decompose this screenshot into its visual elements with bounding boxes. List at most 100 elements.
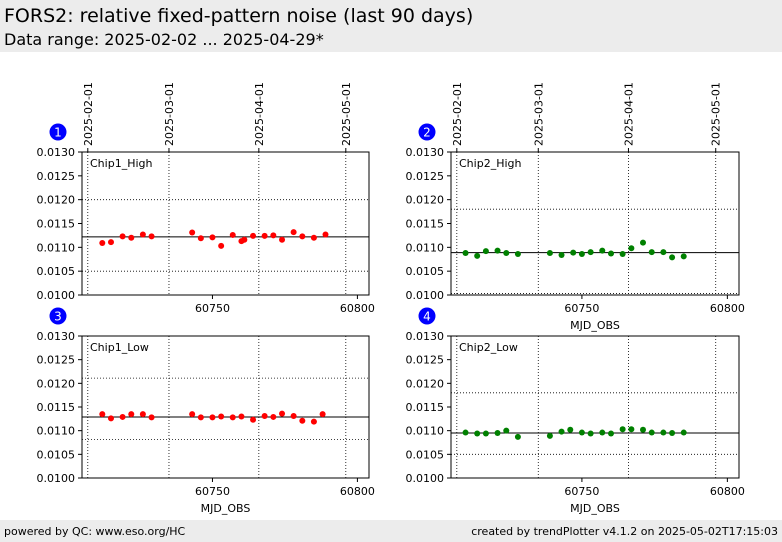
- data-point: [462, 429, 469, 436]
- date-tick-label: 2025-05-01: [340, 82, 353, 146]
- data-point: [482, 248, 489, 255]
- header-bar: FORS2: relative fixed-pattern noise (las…: [0, 0, 782, 52]
- chart-panel-4: 0.0100 0.0105 0.0110 0.0115 0.0120 0.0125 0.01…: [406, 307, 745, 515]
- data-point: [119, 413, 126, 420]
- data-point: [482, 430, 489, 437]
- data-point: [514, 433, 521, 440]
- y-tick-label: 0.0130: [37, 330, 76, 343]
- data-point: [197, 414, 204, 421]
- x-tick-label: 60800: [710, 485, 745, 498]
- data-point: [209, 414, 216, 421]
- data-point: [290, 412, 297, 419]
- panel-number-label: 2: [423, 126, 431, 140]
- data-point: [128, 411, 135, 418]
- data-point: [567, 426, 574, 433]
- y-tick-label: 0.0125: [406, 354, 445, 367]
- data-point: [279, 410, 286, 417]
- y-tick-label: 0.0125: [37, 354, 76, 367]
- panel-label: Chip1_High: [90, 157, 152, 170]
- x-tick-label: 60800: [340, 302, 375, 315]
- date-tick-label: 2025-05-01: [710, 82, 723, 146]
- data-point: [229, 231, 236, 238]
- data-point: [139, 411, 146, 418]
- data-point: [241, 236, 248, 243]
- panel-label: Chip1_Low: [90, 341, 149, 354]
- data-point: [218, 242, 225, 249]
- data-point: [578, 429, 585, 436]
- data-point: [546, 432, 553, 439]
- y-tick-label: 0.0100: [406, 472, 445, 485]
- x-tick-label: 60750: [195, 485, 230, 498]
- y-tick-label: 0.0130: [406, 330, 445, 343]
- data-point: [148, 233, 155, 240]
- panel-label: Chip2_Low: [459, 341, 518, 354]
- data-point: [474, 430, 481, 437]
- data-point: [128, 234, 135, 241]
- panel-number-label: 4: [423, 310, 431, 324]
- data-point: [608, 430, 614, 437]
- y-tick-label: 0.0115: [37, 401, 76, 414]
- panel-number-badge: [418, 307, 436, 325]
- data-point: [628, 426, 635, 433]
- y-tick-label: 0.0110: [406, 241, 445, 254]
- x-tick-label: 60750: [564, 485, 599, 498]
- page-subtitle: Data range: 2025-02-02 ... 2025-04-29*: [4, 30, 324, 49]
- data-point: [261, 232, 268, 239]
- data-point: [107, 415, 114, 422]
- data-point: [660, 429, 667, 436]
- plot-frame: [450, 151, 740, 296]
- data-point: [119, 233, 126, 240]
- x-tick-label: 60800: [710, 302, 745, 315]
- date-tick-label: 2025-03-01: [532, 82, 545, 146]
- x-axis-label: MJD_OBS: [570, 319, 620, 332]
- x-axis-label: MJD_OBS: [201, 502, 251, 515]
- y-tick-label: 0.0130: [406, 146, 445, 159]
- data-point: [218, 413, 225, 420]
- data-point: [474, 252, 481, 259]
- data-point: [99, 411, 106, 418]
- data-point: [628, 245, 635, 252]
- data-point: [619, 426, 626, 433]
- data-point: [322, 231, 329, 238]
- y-tick-label: 0.0130: [37, 146, 76, 159]
- data-point: [494, 430, 501, 437]
- footer-credit: powered by QC: www.eso.org/HC: [4, 525, 186, 538]
- y-tick-label: 0.0105: [37, 448, 76, 461]
- y-tick-label: 0.0100: [37, 289, 76, 302]
- data-point: [319, 411, 326, 418]
- date-tick-label: 2025-02-01: [451, 82, 464, 146]
- panel-number-label: 3: [54, 310, 62, 324]
- data-point: [619, 251, 626, 258]
- y-tick-label: 0.0105: [406, 448, 445, 461]
- y-tick-label: 0.0100: [37, 472, 76, 485]
- data-point: [250, 232, 257, 239]
- panel-number-badge: [49, 307, 67, 325]
- chart-panel-3: 0.0100 0.0105 0.0110 0.0115 0.0120 0.0125 0.01…: [37, 307, 375, 515]
- data-point: [669, 430, 676, 437]
- data-point: [599, 247, 606, 254]
- date-tick-label: 2025-04-01: [622, 82, 635, 146]
- data-point: [503, 250, 510, 257]
- data-point: [299, 417, 306, 424]
- y-tick-label: 0.0115: [406, 401, 445, 414]
- plot-frame: [81, 151, 370, 296]
- y-tick-label: 0.0125: [406, 170, 445, 183]
- plot-frame: [81, 335, 370, 479]
- data-point: [680, 253, 687, 260]
- data-point: [640, 426, 646, 433]
- data-point: [189, 411, 196, 418]
- data-point: [640, 239, 646, 246]
- data-point: [587, 249, 594, 256]
- data-point: [570, 249, 577, 256]
- data-point: [229, 414, 236, 421]
- y-tick-label: 0.0120: [406, 194, 445, 207]
- chart-panel-2: 0.0100 0.0105 0.0110 0.0115 0.0120 0.0125 0.01…: [406, 82, 745, 332]
- y-tick-label: 0.0120: [37, 194, 76, 207]
- data-point: [250, 416, 257, 423]
- x-tick-label: 60750: [564, 302, 599, 315]
- data-point: [514, 251, 521, 258]
- y-tick-label: 0.0105: [37, 265, 76, 278]
- y-tick-label: 0.0100: [406, 289, 445, 302]
- data-point: [599, 429, 606, 436]
